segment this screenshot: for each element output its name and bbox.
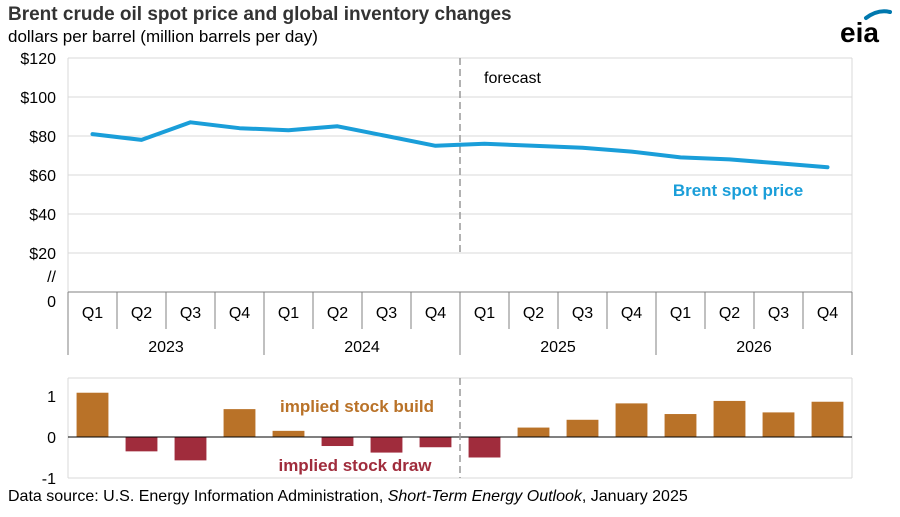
x-tick-year: 2026 (736, 339, 772, 356)
bar-stock-build (272, 430, 305, 437)
x-tick-quarter: Q3 (768, 305, 789, 322)
y-tick-label: 0 (47, 294, 56, 311)
annotation-stock-draw: implied stock draw (278, 456, 432, 475)
x-tick-quarter: Q1 (278, 305, 299, 322)
bar-stock-draw (370, 437, 403, 453)
x-tick-quarter: Q2 (131, 305, 152, 322)
bar-stock-build (76, 392, 109, 437)
y-tick-label: $40 (29, 207, 56, 224)
x-tick-quarter: Q2 (523, 305, 544, 322)
bar-stock-build (811, 401, 844, 437)
x-tick-year: 2024 (344, 339, 380, 356)
y-tick-label: $120 (20, 51, 56, 68)
x-tick-quarter: Q3 (376, 305, 397, 322)
logo-swoosh (864, 9, 892, 20)
data-source-note: Data source: U.S. Energy Information Adm… (8, 488, 688, 506)
eia-logo: eia (840, 9, 892, 48)
bar-stock-draw (468, 437, 501, 458)
source-publication: Short-Term Energy Outlook (387, 488, 582, 505)
x-tick-quarter: Q1 (474, 305, 495, 322)
x-tick-quarter: Q1 (670, 305, 691, 322)
bar-y-tick-label: -1 (42, 471, 56, 488)
x-tick-quarter: Q2 (719, 305, 740, 322)
bar-y-tick-label: 0 (47, 430, 56, 447)
x-tick-year: 2025 (540, 339, 576, 356)
logo-text: eia (840, 17, 879, 48)
bar-stock-draw (419, 437, 452, 448)
bar-stock-build (566, 419, 599, 437)
series-label-brent-spot-price: Brent spot price (673, 181, 803, 200)
x-tick-quarter: Q4 (425, 305, 446, 322)
x-tick-year: 2023 (148, 339, 184, 356)
x-tick-quarter: Q2 (327, 305, 348, 322)
x-tick-quarter: Q4 (621, 305, 642, 322)
bar-stock-draw (174, 437, 207, 461)
x-tick-quarter: Q1 (82, 305, 103, 322)
bar-stock-build (762, 412, 795, 437)
y-tick-label: $80 (29, 129, 56, 146)
chart-title: Brent crude oil spot price and global in… (8, 4, 512, 25)
bar-stock-build (713, 400, 746, 437)
bar-stock-build (615, 403, 648, 437)
x-tick-quarter: Q4 (817, 305, 838, 322)
bar-stock-draw (125, 437, 158, 452)
x-tick-quarter: Q3 (180, 305, 201, 322)
y-tick-label: $100 (20, 90, 56, 107)
bar-stock-draw (321, 437, 354, 447)
bar-y-tick-label: 1 (47, 389, 56, 406)
chart-subtitle: dollars per barrel (million barrels per … (8, 27, 318, 46)
series-line-brent-spot-price (90, 120, 830, 170)
x-tick-quarter: Q3 (572, 305, 593, 322)
y-tick-label: $60 (29, 168, 56, 185)
forecast-label: forecast (484, 70, 541, 87)
x-tick-quarter: Q4 (229, 305, 250, 322)
bar-stock-build (223, 409, 256, 437)
y-tick-label: // (47, 269, 56, 286)
y-tick-label: $20 (29, 246, 56, 263)
annotation-stock-build: implied stock build (280, 397, 434, 416)
bar-stock-build (664, 414, 697, 437)
source-prefix: Data source: U.S. Energy Information Adm… (8, 488, 388, 505)
bar-stock-build (517, 427, 550, 437)
source-suffix: , January 2025 (581, 488, 688, 505)
